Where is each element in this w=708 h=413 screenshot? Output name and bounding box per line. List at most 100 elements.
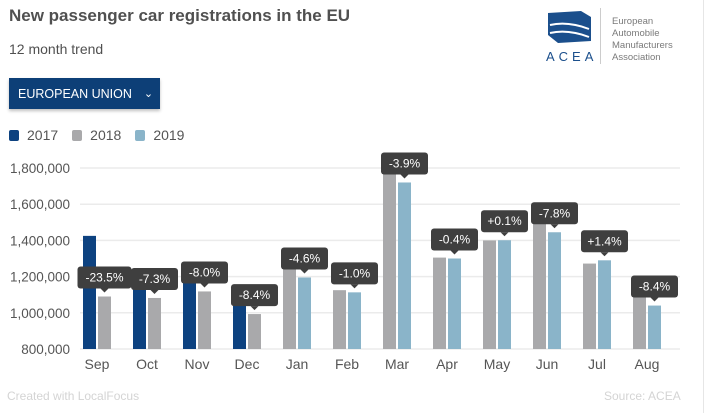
- annotation-pointer: [600, 252, 609, 257]
- logo-line: Manufacturers: [612, 40, 673, 51]
- annotation-label: -1.0%: [339, 266, 371, 280]
- credit-link[interactable]: Created with LocalFocus: [7, 389, 140, 403]
- annotation-pointer: [650, 297, 659, 302]
- annotation-label: -8.4%: [239, 288, 271, 302]
- annotation-box: [281, 247, 328, 270]
- y-tick-label: 1,000,000: [10, 306, 70, 321]
- x-tick-label: Aug: [635, 356, 660, 372]
- bar-2018-aug: [633, 288, 646, 349]
- annotation-box: [631, 275, 678, 298]
- legend-label: 2017: [27, 127, 59, 143]
- bar-2018-apr: [433, 257, 446, 349]
- x-tick-label: May: [484, 356, 510, 372]
- annotation-box: [231, 284, 278, 307]
- chevron-down-icon: ⌄: [143, 88, 154, 100]
- bar-2017-dec: [233, 297, 246, 349]
- annotation-pointer: [150, 289, 159, 294]
- annotation-label: -3.9%: [389, 156, 421, 170]
- annotation-label: -7.8%: [539, 206, 571, 220]
- legend-item-2017[interactable]: 2017: [9, 127, 58, 143]
- annotation-box: [431, 228, 478, 251]
- legend-item-2018[interactable]: 2018: [72, 127, 121, 143]
- source-label: Source: ACEA: [604, 389, 681, 403]
- annotation-box: [131, 267, 178, 290]
- bar-2018-sep: [98, 296, 111, 349]
- chart-subtitle: 12 month trend: [9, 41, 104, 57]
- annotation-pointer: [250, 306, 259, 311]
- chart-title: New passenger car registrations in the E…: [9, 6, 351, 25]
- bar-2019-jul: [598, 260, 611, 349]
- acea-acronym: ACEA: [546, 49, 598, 64]
- bar-2019-jan: [298, 277, 311, 349]
- acea-full-name: European Automobile Manufacturers Associ…: [612, 16, 673, 64]
- annotation-pointer: [100, 288, 109, 293]
- annotation-label: -7.3%: [139, 272, 171, 286]
- x-tick-label: Feb: [335, 356, 359, 372]
- y-tick-label: 1,200,000: [10, 270, 70, 285]
- bar-chart: 800,000 1,000,000 1,200,000 1,400,000 1,600,…: [10, 152, 680, 372]
- y-tick-label: 800,000: [21, 342, 70, 357]
- legend-label: 2018: [90, 127, 122, 143]
- annotation-box: [381, 152, 428, 175]
- bar-2018-jul: [583, 263, 596, 349]
- y-tick-label: 1,600,000: [10, 197, 70, 212]
- x-tick-label: Nov: [185, 356, 210, 372]
- annotation-box: [531, 202, 578, 225]
- x-tick-label: Sep: [85, 356, 110, 372]
- annotation-box: [77, 266, 132, 289]
- divider: [703, 0, 704, 413]
- bar-2017-sep: [83, 235, 96, 349]
- annotation-pointer: [350, 284, 359, 289]
- logo-line: European: [612, 16, 654, 27]
- annotation-label: -8.4%: [639, 280, 671, 294]
- logo-line: Association: [612, 52, 661, 63]
- annotation-label: +1.4%: [587, 234, 622, 248]
- region-dropdown[interactable]: EUROPEAN UNION ⌄: [9, 78, 160, 109]
- bar-2018-mar: [383, 169, 396, 349]
- bar-2019-feb: [348, 292, 361, 349]
- bar-2019-aug: [648, 305, 661, 349]
- bar-2017-nov: [183, 273, 196, 349]
- y-tick-label: 1,800,000: [10, 161, 70, 176]
- annotation-label: -23.5%: [85, 271, 123, 285]
- legend-swatch: [72, 129, 83, 141]
- legend-swatch: [135, 129, 146, 141]
- annotation-pointer: [300, 269, 309, 274]
- annotation-pointer: [200, 283, 209, 288]
- annotation-pointer: [400, 174, 409, 179]
- bar-2018-dec: [248, 314, 261, 349]
- annotation-pointer: [450, 250, 459, 255]
- x-tick-label: Oct: [136, 356, 158, 372]
- bar-2019-apr: [448, 258, 461, 349]
- bar-2019-jun: [548, 232, 561, 349]
- bar-2017-oct: [133, 282, 146, 349]
- annotation-pointer: [500, 232, 509, 237]
- bar-2019-mar: [398, 182, 411, 349]
- bar-2018-feb: [333, 290, 346, 349]
- legend-item-2019[interactable]: 2019: [135, 127, 184, 143]
- x-tick-label: Dec: [235, 356, 260, 372]
- x-tick-label: Apr: [436, 356, 458, 372]
- annotation-pointer: [550, 224, 559, 229]
- bar-2018-jun: [533, 210, 546, 349]
- x-tick-label: Jul: [588, 356, 606, 372]
- annotation-box: [481, 210, 528, 233]
- acea-logo-icon: [548, 11, 591, 43]
- region-dropdown-label: EUROPEAN UNION: [18, 86, 132, 101]
- annotation-label: -0.4%: [439, 233, 471, 247]
- x-tick-label: Jan: [286, 356, 309, 372]
- logo-divider: [600, 8, 601, 64]
- annotation-box: [181, 261, 228, 284]
- annotation-label: +0.1%: [487, 214, 522, 228]
- legend-label: 2019: [153, 127, 185, 143]
- legend-swatch: [9, 129, 19, 141]
- x-tick-label: Jun: [536, 356, 559, 372]
- bar-2019-may: [498, 240, 511, 349]
- bar-2018-nov: [198, 291, 211, 349]
- bar-2018-jan: [283, 267, 296, 349]
- bar-2018-oct: [148, 297, 161, 349]
- annotation-label: -4.6%: [289, 252, 321, 266]
- annotation-label: -8.0%: [189, 265, 221, 279]
- annotation-box: [581, 230, 628, 253]
- annotation-box: [331, 262, 378, 285]
